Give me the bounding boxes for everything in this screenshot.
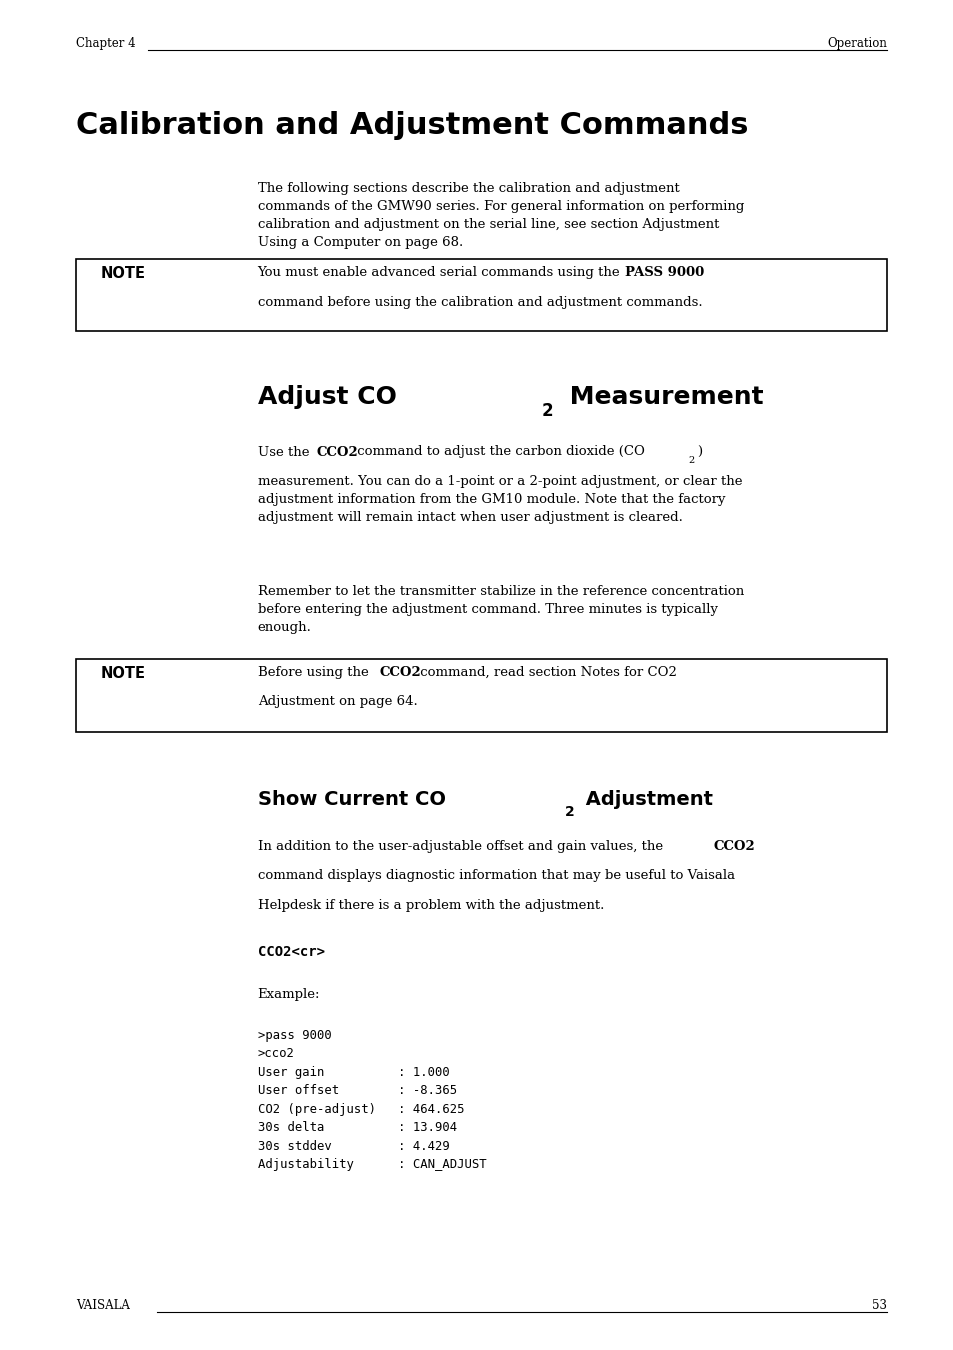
Text: 2: 2 — [688, 456, 695, 466]
Text: Operation: Operation — [826, 36, 886, 50]
Text: ): ) — [697, 446, 701, 459]
Text: command to adjust the carbon dioxide (CO: command to adjust the carbon dioxide (CO — [353, 446, 644, 459]
Text: Calibration and Adjustment Commands: Calibration and Adjustment Commands — [76, 111, 748, 139]
Text: CCO2: CCO2 — [316, 446, 358, 459]
Text: command displays diagnostic information that may be useful to Vaisala: command displays diagnostic information … — [257, 869, 734, 883]
Text: Remember to let the transmitter stabilize in the reference concentration
before : Remember to let the transmitter stabiliz… — [257, 585, 743, 633]
Text: 2: 2 — [564, 805, 574, 818]
Text: CCO2: CCO2 — [713, 840, 755, 853]
Text: VAISALA: VAISALA — [76, 1299, 130, 1312]
Text: Chapter 4: Chapter 4 — [76, 36, 135, 50]
Text: Use the: Use the — [257, 446, 313, 459]
Text: measurement. You can do a 1-point or a 2-point adjustment, or clear the
adjustme: measurement. You can do a 1-point or a 2… — [257, 475, 741, 524]
Text: Example:: Example: — [257, 988, 320, 1002]
Text: Adjust CO: Adjust CO — [257, 385, 396, 409]
Text: Helpdesk if there is a problem with the adjustment.: Helpdesk if there is a problem with the … — [257, 899, 603, 913]
Text: Adjustment on page 64.: Adjustment on page 64. — [257, 695, 416, 709]
Text: Adjustment: Adjustment — [578, 790, 712, 809]
Text: 53: 53 — [871, 1299, 886, 1312]
Text: Before using the: Before using the — [257, 666, 373, 679]
Text: command, read section Notes for CO2: command, read section Notes for CO2 — [416, 666, 676, 679]
Text: NOTE: NOTE — [100, 666, 145, 680]
Text: command before using the calibration and adjustment commands.: command before using the calibration and… — [257, 296, 701, 309]
Text: >pass 9000
>cco2
User gain          : 1.000
User offset        : -8.365
CO2 (pre: >pass 9000 >cco2 User gain : 1.000 User … — [257, 1029, 486, 1172]
Text: The following sections describe the calibration and adjustment
commands of the G: The following sections describe the cali… — [257, 182, 743, 250]
Text: In addition to the user-adjustable offset and gain values, the: In addition to the user-adjustable offse… — [257, 840, 666, 853]
Text: 2: 2 — [541, 402, 553, 420]
FancyBboxPatch shape — [76, 259, 886, 331]
Text: CCO2<cr>: CCO2<cr> — [257, 945, 324, 958]
Text: You must enable advanced serial commands using the: You must enable advanced serial commands… — [257, 266, 624, 279]
Text: Show Current CO: Show Current CO — [257, 790, 445, 809]
Text: NOTE: NOTE — [100, 266, 145, 281]
FancyBboxPatch shape — [76, 659, 886, 732]
Text: Measurement: Measurement — [560, 385, 762, 409]
Text: CCO2: CCO2 — [379, 666, 421, 679]
Text: PASS 9000: PASS 9000 — [624, 266, 703, 279]
